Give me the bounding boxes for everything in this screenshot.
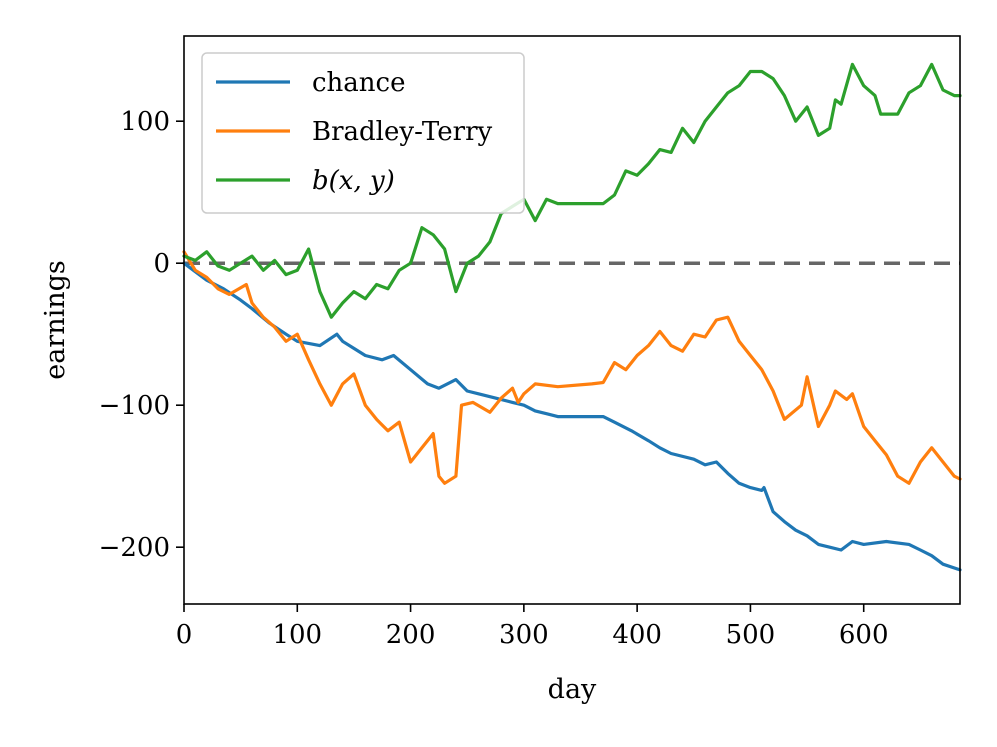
x-tick-label: 200 — [386, 620, 436, 650]
x-tick-label: 400 — [612, 620, 662, 650]
series-line-chance — [182, 261, 962, 572]
legend: chance Bradley-Terry b(x, y) — [201, 52, 525, 214]
y-axis: 100 0 −100 −200 — [99, 107, 184, 563]
plot-frame — [183, 35, 961, 605]
x-tick-label: 600 — [839, 620, 889, 650]
x-tick-label: 100 — [272, 620, 322, 650]
y-tick-label: 0 — [153, 249, 170, 279]
legend-label-bxy: b(x, y) — [312, 166, 395, 196]
series-line-b-x-y — [182, 62, 962, 319]
x-axis: 0 100 200 300 400 500 600 — [176, 604, 889, 650]
y-axis-label: earnings — [40, 260, 71, 380]
x-tick-label: 500 — [726, 620, 776, 650]
series-line-bradley-terry — [182, 250, 962, 485]
x-tick-label: 300 — [499, 620, 549, 650]
legend-box — [201, 52, 525, 214]
legend-label-bradley-terry: Bradley-Terry — [312, 117, 492, 147]
y-tick-label: −100 — [99, 391, 170, 421]
legend-label-chance: chance — [312, 68, 406, 98]
series-layer — [182, 62, 962, 572]
y-tick-label: −200 — [99, 533, 170, 563]
x-tick-label: 0 — [176, 620, 193, 650]
y-tick-label: 100 — [120, 107, 170, 137]
x-axis-label: day — [548, 674, 597, 705]
